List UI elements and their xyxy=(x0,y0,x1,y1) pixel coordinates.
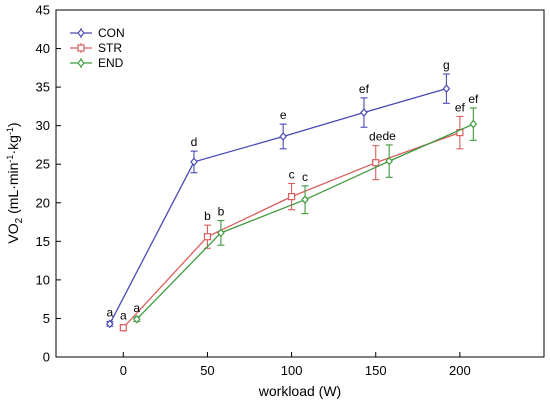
data-label: d xyxy=(191,135,198,149)
series-con xyxy=(106,73,451,329)
x-tick-label: 200 xyxy=(449,363,471,378)
data-point xyxy=(203,233,212,241)
data-point xyxy=(106,319,114,329)
data-label: a xyxy=(120,309,127,323)
data-label: c xyxy=(302,170,308,184)
y-axis-title-mid1: (mL·min xyxy=(5,163,21,218)
legend-item-end: END xyxy=(70,56,124,70)
data-label: ef xyxy=(468,92,479,106)
series-layer xyxy=(106,73,478,332)
y-tick-label: 20 xyxy=(36,195,50,210)
y-tick-label: 45 xyxy=(36,3,50,18)
data-label: a xyxy=(107,306,114,320)
data-point xyxy=(469,119,478,129)
data-point xyxy=(190,157,198,167)
data-point xyxy=(279,132,287,141)
y-axis-title-sup2: -1 xyxy=(5,127,15,135)
data-point xyxy=(385,156,393,166)
y-tick-label: 25 xyxy=(36,157,50,172)
legend-label: CON xyxy=(98,26,125,40)
x-tick-label: 0 xyxy=(120,363,127,378)
y-tick-label: 35 xyxy=(36,80,50,95)
x-tick-label: 50 xyxy=(200,363,214,378)
y-tick-label: 5 xyxy=(43,311,50,326)
data-label: de xyxy=(383,129,397,143)
y-tick-label: 30 xyxy=(36,118,50,133)
y-tick-label: 0 xyxy=(43,350,50,365)
data-label: b xyxy=(218,205,225,219)
data-point xyxy=(301,195,309,205)
data-label: b xyxy=(204,209,211,223)
y-tick-label: 40 xyxy=(36,41,50,56)
y-axis-title-sub: 2 xyxy=(14,217,25,223)
series-end xyxy=(132,107,478,324)
series-str xyxy=(119,115,464,332)
x-tick-label: 100 xyxy=(281,363,303,378)
data-point xyxy=(442,84,451,94)
data-point xyxy=(360,108,368,117)
legend-label: STR xyxy=(98,41,122,55)
data-label: a xyxy=(133,301,140,315)
x-tick-label: 150 xyxy=(365,363,387,378)
x-axis-title: workload (W) xyxy=(258,383,341,399)
y-tick-label: 15 xyxy=(36,234,50,249)
y-axis-title-mid2: ·kg xyxy=(5,135,21,154)
y-axis-title-pre: VO xyxy=(5,223,21,243)
legend-item-con: CON xyxy=(70,26,125,40)
data-point xyxy=(119,324,127,332)
legend-marker xyxy=(77,58,85,68)
data-point xyxy=(372,159,380,167)
data-point xyxy=(287,193,296,201)
data-label: ef xyxy=(455,100,466,114)
y-axis-title: VO2 (mL·min-1·kg-1) xyxy=(5,122,25,243)
axes: 0 5 10 15 20 25 30 35 40 45 0 50 100 150 200 xyxy=(36,3,471,379)
data-point xyxy=(217,228,225,238)
series-line xyxy=(136,123,474,320)
plot-frame xyxy=(55,9,545,358)
data-label: ef xyxy=(359,82,370,96)
y-axis-title-post: ) xyxy=(5,122,21,127)
legend-marker xyxy=(77,44,85,52)
data-label: g xyxy=(443,58,450,72)
data-label: e xyxy=(280,108,287,122)
y-axis-title-sup1: -1 xyxy=(5,155,15,163)
data-point xyxy=(132,314,141,324)
data-label: de xyxy=(369,130,383,144)
legend-label: END xyxy=(98,56,124,70)
series-line xyxy=(122,131,461,329)
y-tick-label: 10 xyxy=(36,272,50,287)
legend-marker xyxy=(77,28,85,38)
data-label: c xyxy=(289,168,295,182)
legend-item-str: STR xyxy=(70,41,122,55)
